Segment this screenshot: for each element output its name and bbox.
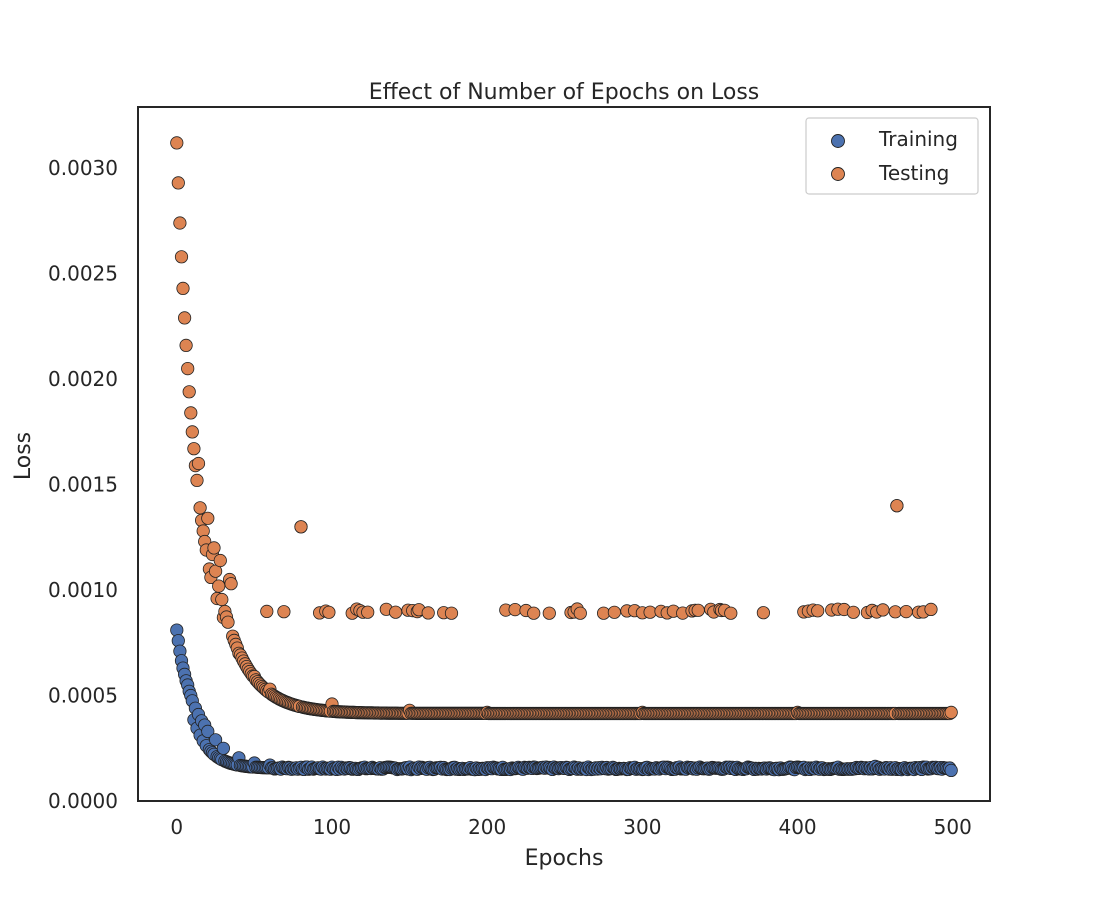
training-point — [209, 733, 223, 747]
testing-point — [171, 176, 185, 190]
testing-point — [607, 605, 622, 619]
testing-point — [174, 250, 189, 264]
testing-point — [691, 603, 705, 617]
legend: Training Testing — [805, 117, 979, 195]
testing-point — [212, 579, 226, 593]
testing-point — [179, 338, 193, 352]
y-axis-label: Loss — [11, 432, 36, 480]
testing-point — [185, 425, 199, 439]
testing-point — [294, 520, 308, 534]
y-tick-labels: 0.0000 0.0005 0.0010 0.0015 0.0020 0.0025 0.00… — [48, 156, 118, 813]
y-tick-label: 0.0000 — [48, 789, 118, 813]
testing-point — [508, 602, 522, 617]
testing-point — [573, 606, 587, 620]
testing-point — [277, 605, 291, 619]
testing-point — [191, 456, 206, 471]
training-point — [201, 724, 215, 739]
y-tick-label: 0.0030 — [48, 156, 118, 180]
y-tick-label: 0.0020 — [48, 367, 118, 391]
testing-point — [207, 541, 221, 555]
testing-point — [193, 501, 207, 515]
x-tick-label: 500 — [934, 815, 972, 839]
testing-point — [924, 602, 938, 617]
testing-point — [173, 216, 187, 230]
testing-point — [190, 473, 204, 487]
legend-marker-testing — [831, 167, 845, 181]
y-tick-label: 0.0025 — [48, 262, 118, 286]
legend-box — [805, 117, 979, 195]
plot-points — [170, 136, 958, 778]
training-point — [944, 763, 958, 778]
testing-point — [876, 603, 890, 617]
testing-point — [181, 361, 195, 376]
x-tick-label: 0 — [170, 815, 183, 839]
testing-point — [201, 511, 215, 525]
testing-point — [527, 606, 541, 620]
plot-area-frame — [137, 106, 991, 802]
testing-point — [184, 406, 198, 420]
testing-point — [170, 136, 184, 150]
chart-title: Effect of Number of Epochs on Loss — [369, 80, 760, 105]
testing-point — [944, 705, 958, 720]
testing-point — [215, 592, 229, 607]
testing-point — [260, 604, 274, 619]
testing-point — [182, 385, 196, 399]
y-tick-label: 0.0005 — [48, 684, 118, 708]
testing-point — [756, 606, 771, 620]
testing-point — [322, 605, 336, 619]
y-tick-label: 0.0015 — [48, 473, 118, 497]
x-tick-label: 100 — [313, 815, 351, 839]
legend-marker-training — [831, 134, 845, 148]
testing-point — [213, 553, 227, 568]
testing-point — [224, 577, 238, 591]
testing-point — [178, 311, 192, 325]
x-tick-label: 300 — [623, 815, 661, 839]
testing-point — [361, 605, 375, 619]
x-tick-label: 400 — [778, 815, 816, 839]
legend-label-training: Training — [878, 127, 958, 151]
training-point — [216, 741, 230, 755]
testing-point — [846, 605, 861, 619]
legend-label-testing: Testing — [878, 161, 949, 185]
testing-point — [388, 605, 403, 619]
y-tick-label: 0.0010 — [48, 578, 118, 602]
testing-point — [890, 499, 904, 513]
testing-point — [421, 606, 435, 620]
x-axis-label: Epochs — [525, 846, 604, 871]
x-tick-label: 200 — [468, 815, 506, 839]
testing-point — [643, 605, 657, 619]
x-tick-labels: 0 100 200 300 400 500 — [170, 815, 971, 839]
testing-point — [811, 604, 825, 618]
testing-point — [542, 606, 556, 620]
testing-point — [221, 615, 235, 629]
testing-point — [899, 604, 913, 619]
testing-point — [444, 606, 459, 620]
testing-point — [724, 606, 738, 620]
testing-point — [187, 442, 201, 456]
testing-point — [176, 281, 190, 295]
